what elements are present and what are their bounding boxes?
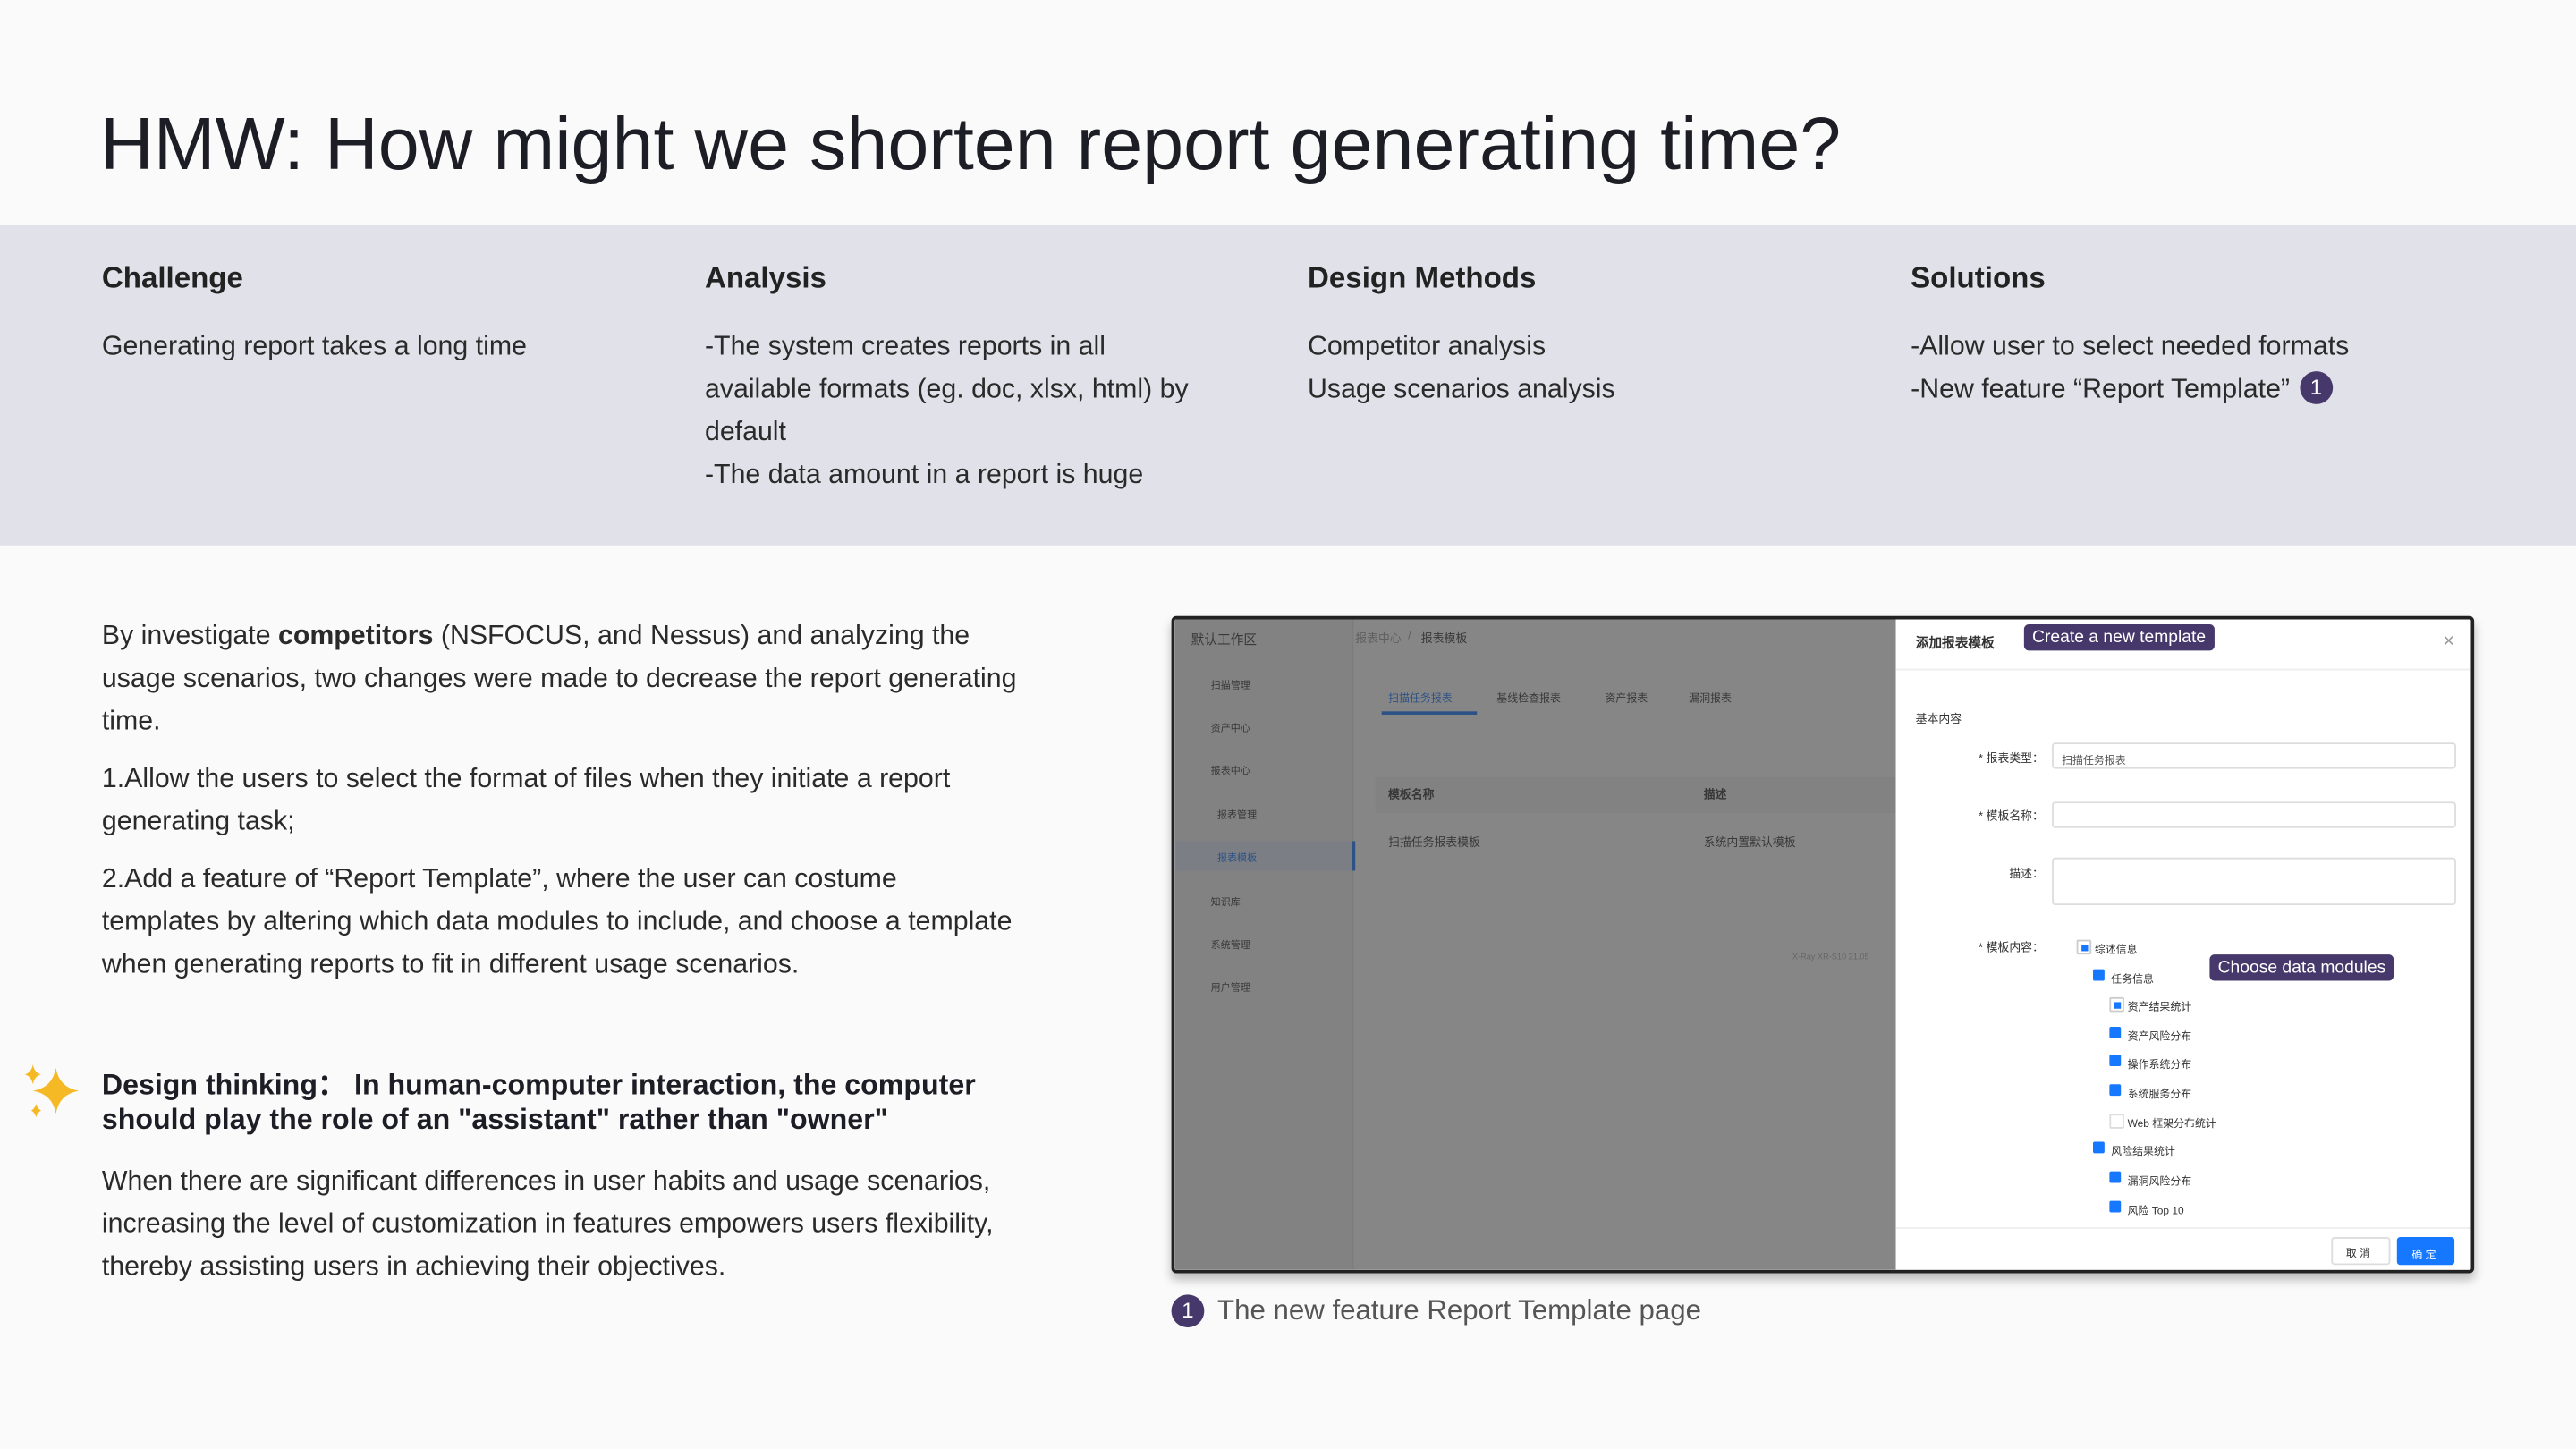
textarea [2052,857,2456,906]
input [2052,801,2456,828]
tree-item: 风险结果统计 [2111,1147,2175,1158]
column-text: -The system creates reports in all avail… [704,332,1189,447]
column-heading: Challenge [101,261,243,294]
caption-text: The new feature Report Template page [1217,1294,1702,1326]
field-label: * 报表类型： [1979,754,2044,766]
body: By investigate competitors (NSFOCUS, and… [102,614,1022,1001]
badge: 1 [2300,371,2333,404]
paragraph: By investigate competitors (NSFOCUS, and… [102,614,1022,742]
column-text: -The data amount in a report is huge [704,460,1144,490]
text: (NSFOCUS, and Nessus) and analyzing the … [101,621,1017,736]
column-text: Usage scenarios analysis [1308,374,1615,404]
checkbox-partial [2113,1001,2121,1008]
callout: Choose data modules [2209,954,2394,981]
checkbox [2109,1171,2122,1183]
select [2052,742,2456,769]
drawer-title: 添加报表模板 [1915,635,1995,651]
badge: 1 [1171,1294,1205,1328]
checkbox [2109,1026,2122,1038]
button-label: 取 消 [2345,1248,2371,1260]
column: Analysis -The system creates reports in … [705,261,1263,496]
tree-item: 漏洞风险分布 [2127,1176,2192,1188]
paragraph: 1.Allow the users to select the format o… [101,764,951,836]
design-thinking-heading: Design thinking： In human-computer inter… [101,1067,976,1136]
column: Solutions -Allow user to select needed f… [1911,261,2502,411]
summary-band: Challenge Generating report takes a long… [0,225,2576,546]
column-text: -Allow user to select needed formats [1911,332,2350,362]
tree-item: Web 框架分布统计 [2127,1118,2216,1131]
text: By investigate [101,621,278,651]
column-text: Generating report takes a long time [101,332,527,362]
column-heading: Design Methods [1308,261,1537,294]
drawer: 添加报表模板 × 基本内容 * 报表类型： * 模板名称： 描述： * 模板内容： 扫描任务报… [1895,619,2471,1270]
overlay [1174,619,1896,1270]
paragraph: 2.Add a feature of “Report Template”, wh… [101,864,1013,979]
section: 基本内容 [1915,714,1962,726]
checkbox [2076,939,2092,955]
tree-item: 资产结果统计 [2127,1002,2192,1014]
button-primary [2396,1237,2455,1266]
checkbox [2109,996,2124,1013]
field-label: * 模板名称： [1979,811,2044,824]
column: Challenge Generating report takes a long… [102,261,660,368]
checkbox [2109,1084,2122,1097]
close: × [2443,629,2455,653]
design-thinking: Design thinking： In human-computer inter… [102,1068,1038,1288]
divider [1895,668,2471,671]
callout: Create a new template [2023,623,2215,651]
checkbox-partial [2080,944,2088,951]
button-label: 确 定 [2411,1250,2436,1262]
caption: 1 The new feature Report Template page [1171,1294,1702,1328]
emphasis: competitors [277,621,434,651]
checkbox [2093,969,2105,981]
tree-item: 系统服务分布 [2127,1089,2192,1101]
column-text: Competitor analysis [1308,332,1546,362]
tree-item: 风险 Top 10 [2127,1206,2184,1218]
sparkle-icon [24,1064,80,1117]
column-heading: Solutions [1911,261,2046,294]
column: Design Methods Competitor analysis Usage… [1308,261,1866,411]
checkbox [2093,1141,2105,1154]
select-value: 扫描任务报表 [2062,755,2126,767]
divider [1895,1227,2471,1229]
column-heading: Analysis [704,261,826,294]
column-text: -New feature “Report Template” 1 [1911,368,2502,411]
tree-item: 任务信息 [2111,974,2154,987]
tree-item: 资产风险分布 [2127,1031,2192,1044]
checkbox [2109,1114,2124,1129]
tree-item: 操作系统分布 [2127,1059,2192,1072]
title: HMW: How might we shorten report generat… [100,101,1842,186]
checkbox [2109,1200,2122,1213]
tree-item: 综述信息 [2094,945,2138,956]
screenshot: 默认工作区扫描管理资产中心报表中心报表管理报表模板知识库系统管理用户管理报表中心… [1171,615,2475,1274]
checkbox [2109,1055,2122,1067]
paragraph: When there are significant differences i… [101,1166,994,1282]
button [2331,1237,2391,1266]
field-label: 描述： [2009,869,2044,881]
column-text: -New feature “Report Template” [1911,374,2291,404]
field-label: * 模板内容： [1979,943,2044,955]
